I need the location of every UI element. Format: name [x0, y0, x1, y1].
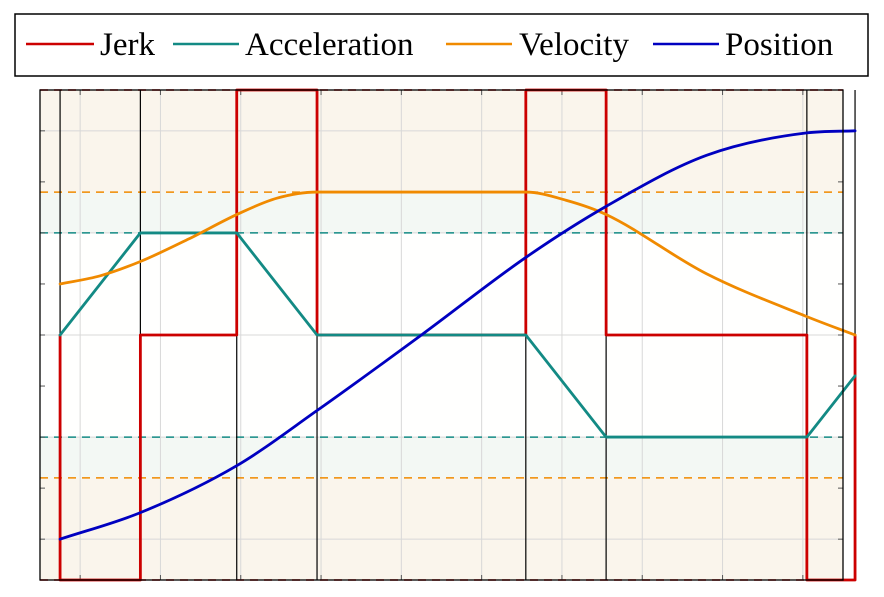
acceleration-band-bottom: [40, 437, 843, 478]
acceleration-band-top: [40, 192, 843, 233]
legend-label-position: Position: [725, 27, 833, 63]
legend-box: [14, 13, 869, 77]
legend-label-jerk: Jerk: [100, 27, 155, 63]
plot-area: [39, 88, 857, 582]
legend-label-velocity: Velocity: [519, 27, 629, 63]
series-velocity-line: [58, 190, 857, 337]
plot-frame: [39, 89, 844, 581]
series-position-line: [58, 129, 857, 541]
legend-label-acceleration: Acceleration: [245, 27, 414, 63]
legend: Jerk Acceleration Velocity Position: [14, 13, 869, 77]
